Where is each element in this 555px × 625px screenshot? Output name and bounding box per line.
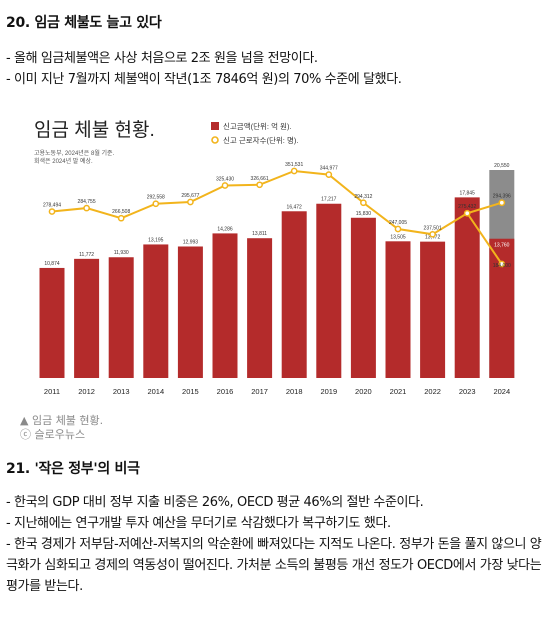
bullet-rnd-cut: - 지난해에는 연구개발 투자 예산을 무더기로 삭감했다가 복구하기도 했다. [6,516,391,531]
figure-caption: ▲ 임금 체불 현황. [20,414,104,427]
workers-label-2015: 295,677 [181,193,199,199]
chart-svg: 임금 체불 현황. 고용노동부, 2024년은 8월 기준. 회색은 2024년… [34,119,515,396]
workers-label-2024: 184,000 [493,263,511,269]
bar-2017 [247,238,273,378]
x-label-2015: 2015 [182,387,199,396]
legend-bar-label: 신고금액(단위: 억 원). [223,121,292,131]
bar-2022 [420,241,446,378]
legend-line-label: 신고 근로자수(단위: 명). [223,135,298,145]
bar-label-2020: 15,830 [356,211,372,217]
x-label-2016: 2016 [217,387,234,396]
section-title-wage-arrears: 20. 임금 체불도 늘고 있다 [6,15,162,31]
workers-label-2023: 275,432 [458,204,476,210]
bar-2018 [281,211,307,378]
x-label-2012: 2012 [78,387,95,396]
workers-label-2016: 325,430 [216,176,234,182]
x-label-2024: 2024 [493,387,510,396]
workers-point-2014 [152,200,160,208]
workers-label-2017: 326,661 [251,176,269,182]
bar-label-2015: 12,993 [183,239,199,245]
bullet-arrears-progress: - 이미 지난 7월까지 체불액이 작년(1조 7846억 원)의 70% 수준… [6,72,402,87]
bullet-gov-spending: - 한국의 GDP 대비 정부 지출 비중은 26%, OECD 평균 46%의… [6,495,424,510]
workers-point-2016 [221,182,229,189]
x-label-2018: 2018 [286,387,303,396]
bar-2011 [39,267,65,378]
chart-source-line1: 고용노동부, 2024년은 8월 기준. [34,149,115,157]
workers-point-2018 [290,167,298,175]
bar-label-2019: 17,217 [321,197,337,203]
workers-point-2020 [360,199,367,207]
workers-point-2021 [394,225,402,233]
legend-bar-swatch [211,122,219,130]
figure-credit: ⓒ 슬로우뉴스 [20,428,86,441]
workers-line [51,169,503,265]
bar-label-2012: 11,772 [79,252,94,258]
bullet-vicious-cycle: - 한국 경제가 저부담-저예산-저복지의 악순환에 빠져있다는 지적도 나온다… [6,537,542,594]
workers-label-2021: 247,005 [389,220,407,226]
x-label-2013: 2013 [113,387,130,396]
workers-label-2014: 292,558 [147,195,165,201]
bar-label-2023: 17,845 [460,190,476,196]
bar-label-2017: 13,811 [252,231,267,237]
bullet-arrears-forecast: - 올해 임금체불액은 사상 처음으로 2조 원을 넘을 전망이다. [6,51,318,66]
workers-label-2022: 237,501 [424,225,442,231]
bar-2014 [143,244,169,378]
workers-point-2012 [83,204,90,212]
x-label-2017: 2017 [251,387,268,396]
workers-label-2012: 284,755 [78,199,96,205]
workers-projection-line [466,201,503,215]
bar-2021 [385,241,411,378]
chart-title: 임금 체불 현황. [34,119,155,141]
x-label-2021: 2021 [390,387,407,396]
x-label-2023: 2023 [459,387,476,396]
legend-line-swatch [211,136,219,144]
workers-projection-label: 294,396 [493,194,511,200]
bar-label-2021: 13,505 [390,234,406,240]
chart-source-line2: 회색은 2024년 말 예상. [34,157,93,165]
workers-projection-point [498,199,506,207]
workers-point-2023 [463,209,471,217]
workers-point-2022 [429,230,436,238]
bar-label-2018: 16,472 [287,204,303,210]
workers-point-2013 [117,214,125,222]
bar-2024 [489,238,515,378]
bar-2023 [454,197,480,378]
workers-point-2017 [256,181,263,189]
x-label-2011: 2011 [44,387,60,396]
section-title-small-government: 21. '작은 정부'의 비극 [6,461,140,477]
workers-label-2011: 278,494 [43,203,61,209]
bar-2019 [316,203,342,378]
workers-label-2020: 294,312 [354,194,372,200]
workers-label-2019: 344,977 [320,166,338,172]
bar-label-2013: 11,930 [114,250,129,256]
bar-2012 [74,258,100,378]
workers-point-2015 [187,198,194,206]
bar-2016 [212,233,238,378]
x-label-2020: 2020 [355,387,372,396]
x-label-2022: 2022 [424,387,441,396]
workers-point-2024 [498,260,506,268]
projection-bar-label-2024: 20,550 [494,163,510,169]
bar-2015 [177,246,203,378]
bar-label-2014: 13,195 [148,237,164,243]
bar-label-2024: 13,760 [494,243,510,249]
x-label-2019: 2019 [320,387,337,396]
workers-point-2019 [325,171,333,178]
wage-arrears-chart: 임금 체불 현황. 고용노동부, 2024년은 8월 기준. 회색은 2024년… [28,108,524,404]
x-label-2014: 2014 [147,387,164,396]
bar-label-2011: 10,874 [44,261,60,267]
bar-2013 [108,257,134,378]
workers-label-2018: 351,531 [285,162,303,168]
bar-2020 [350,217,376,378]
bar-label-2016: 14,286 [217,226,233,232]
workers-point-2011 [48,208,56,215]
workers-label-2013: 266,508 [112,209,130,215]
